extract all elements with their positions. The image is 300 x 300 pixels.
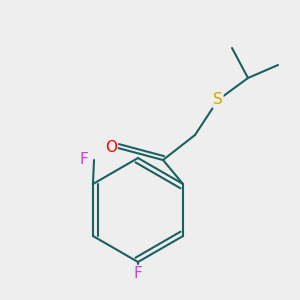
Text: F: F [80,152,88,167]
Text: S: S [213,92,223,107]
Text: O: O [105,140,117,155]
Text: F: F [134,266,142,281]
